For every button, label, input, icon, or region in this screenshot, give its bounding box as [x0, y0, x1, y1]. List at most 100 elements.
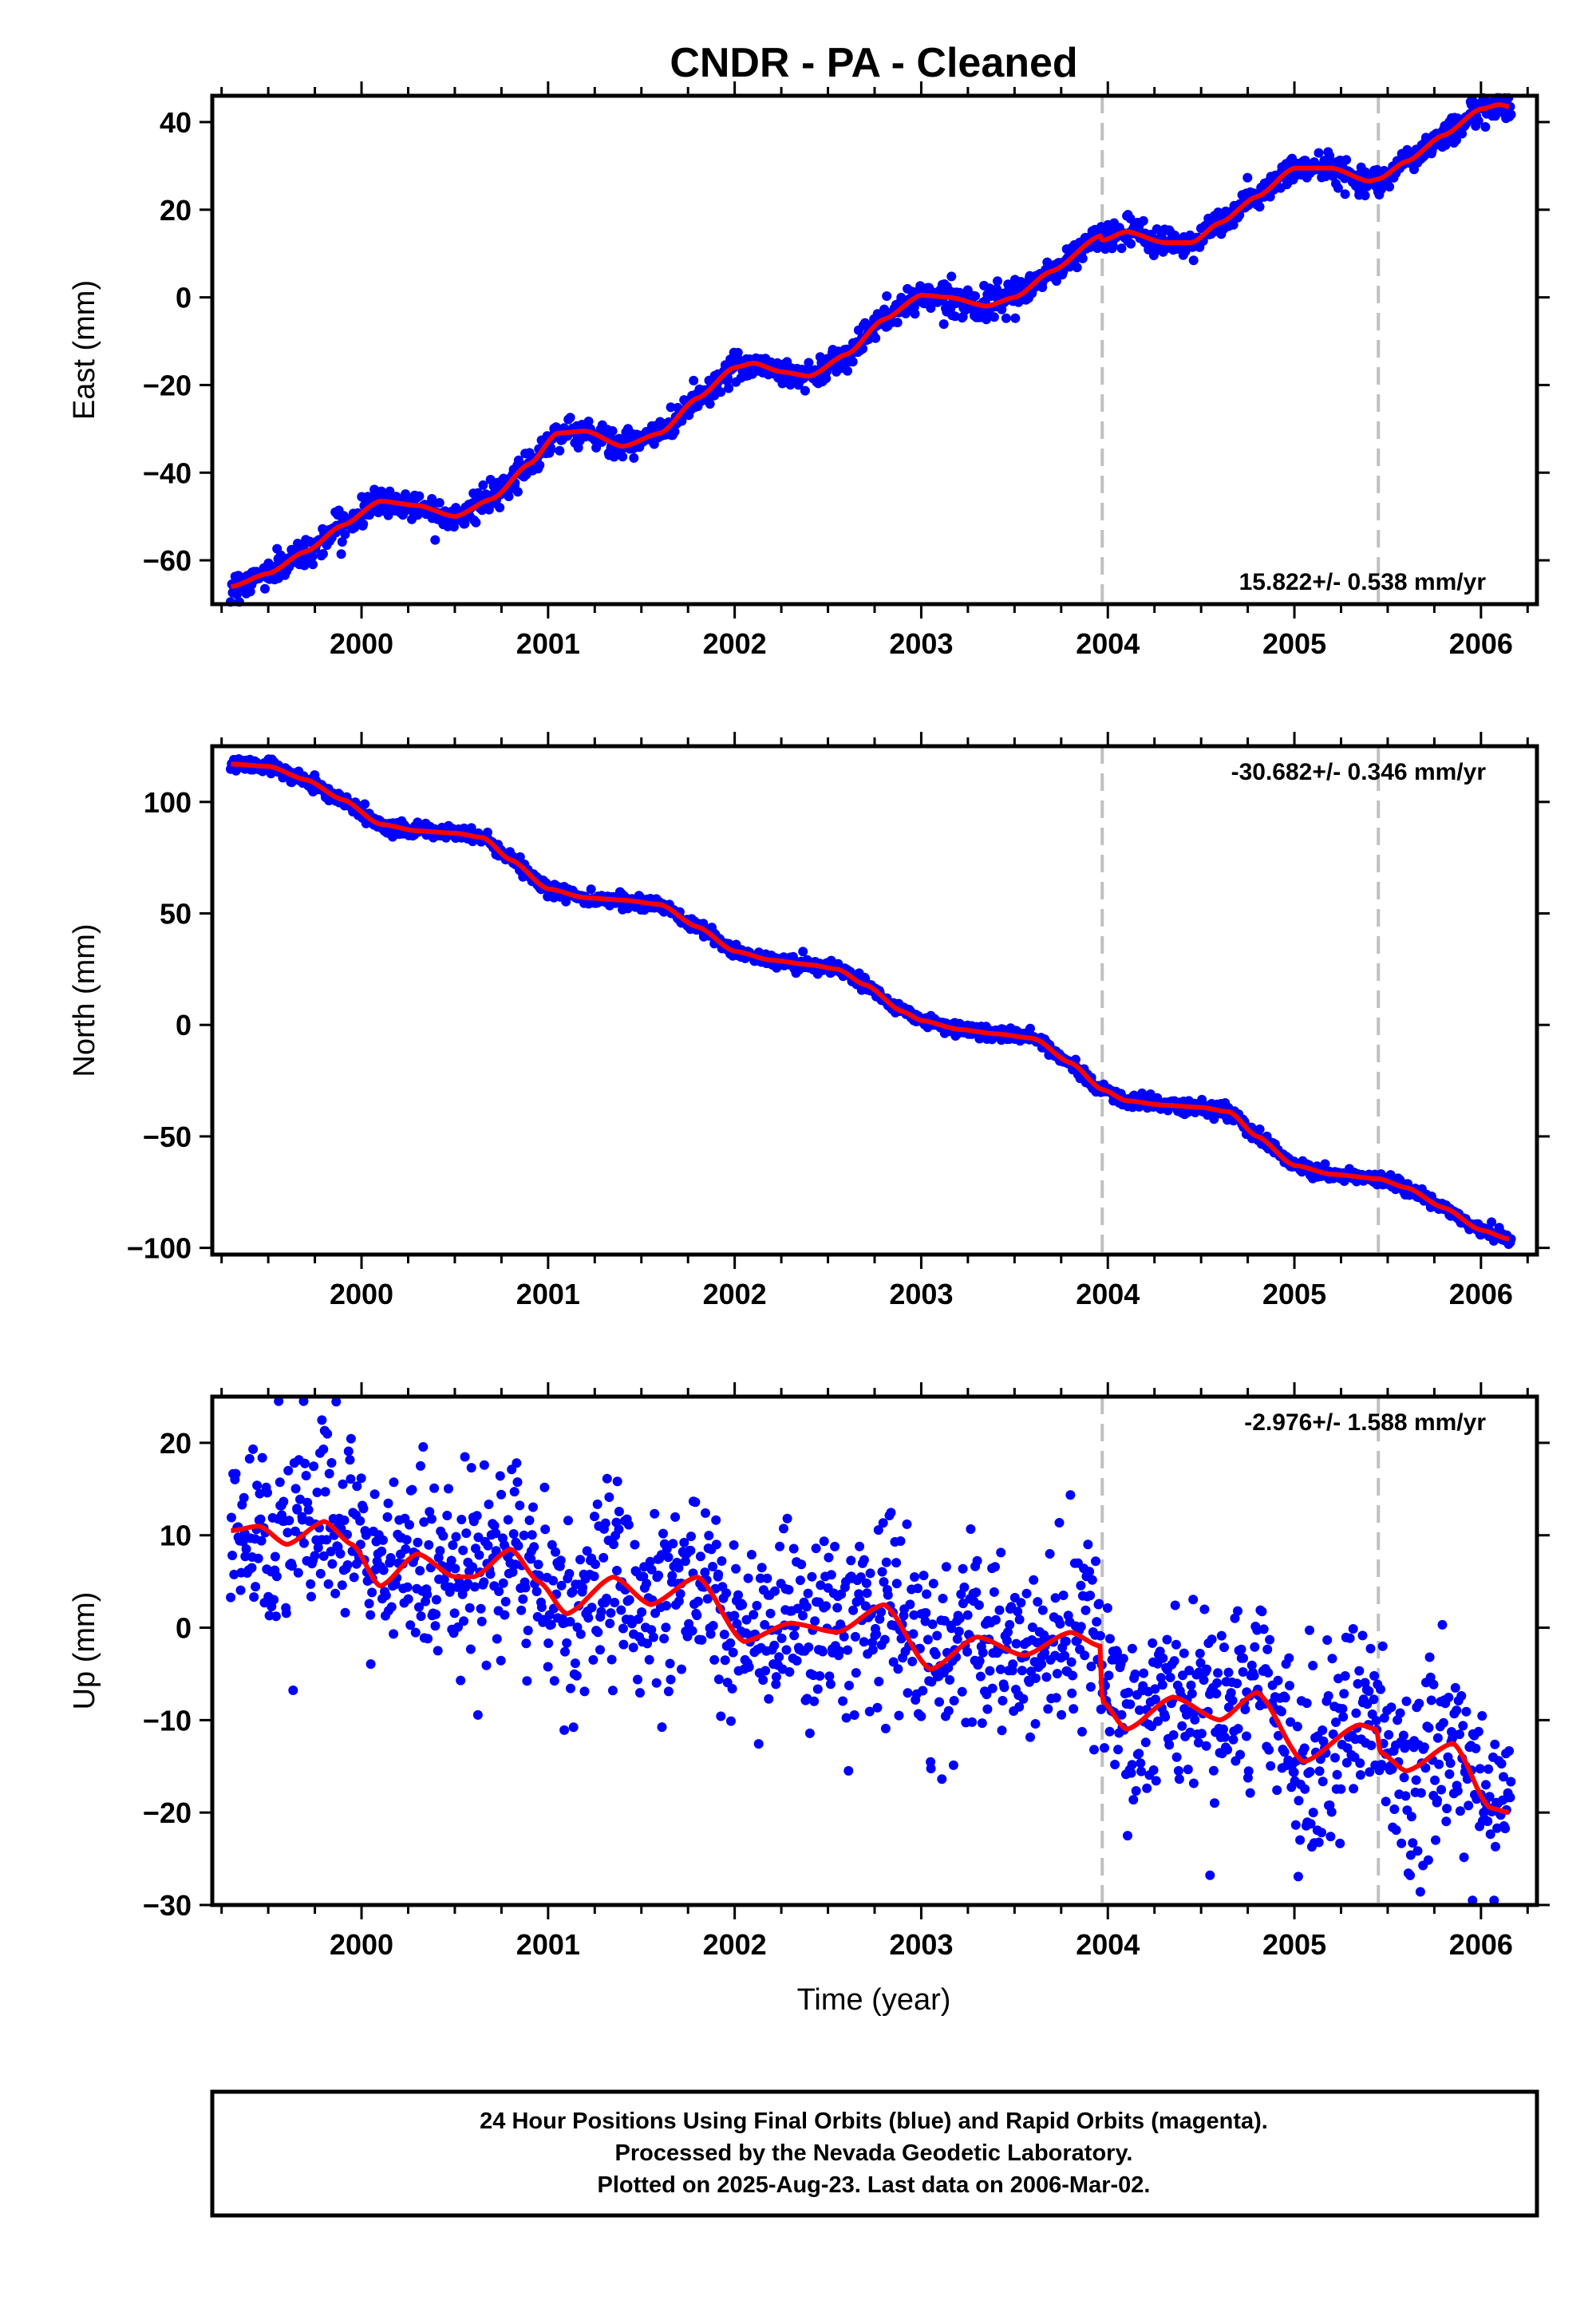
data-point — [879, 1577, 889, 1587]
y-tick-label: −60 — [143, 544, 192, 577]
data-point — [527, 1530, 537, 1540]
data-point — [1266, 1761, 1276, 1771]
data-point — [1061, 1636, 1071, 1646]
data-point — [862, 1588, 872, 1599]
data-point — [1124, 1687, 1134, 1697]
data-point — [588, 1654, 598, 1665]
data-point — [251, 1582, 261, 1592]
data-point — [1436, 1784, 1447, 1795]
data-point — [338, 1479, 348, 1489]
data-point — [555, 1555, 566, 1566]
data-point — [821, 1601, 832, 1611]
data-point — [515, 1500, 525, 1511]
data-point — [824, 1671, 835, 1682]
data-point — [300, 1458, 310, 1468]
data-point — [1123, 1831, 1132, 1841]
data-point — [461, 1528, 472, 1539]
data-point — [1128, 1795, 1139, 1805]
data-point — [516, 1605, 527, 1615]
data-point — [416, 1460, 425, 1471]
data-point — [337, 537, 347, 547]
data-point — [495, 1471, 505, 1481]
data-point — [378, 1535, 388, 1545]
data-point — [1168, 1730, 1179, 1740]
data-point — [1029, 1575, 1039, 1585]
data-point — [1314, 1837, 1324, 1848]
data-point — [758, 1675, 768, 1686]
data-point — [1246, 1660, 1257, 1670]
data-point — [675, 1589, 685, 1599]
data-point — [1391, 1825, 1401, 1836]
x-tick-label: 2006 — [1449, 1278, 1513, 1310]
data-point — [536, 1602, 547, 1612]
data-point — [646, 1564, 657, 1575]
data-point — [995, 1664, 1005, 1674]
data-point — [850, 1631, 860, 1642]
data-point — [711, 1539, 721, 1550]
data-point — [1125, 1699, 1136, 1709]
data-point — [1371, 1716, 1381, 1725]
data-point — [495, 503, 505, 512]
data-point — [1353, 1678, 1363, 1689]
data-point — [284, 1516, 294, 1526]
data-point — [240, 1551, 251, 1562]
data-point — [930, 1650, 941, 1660]
data-point — [1432, 1795, 1442, 1805]
data-point — [324, 1468, 334, 1479]
data-point — [1153, 1716, 1163, 1726]
data-point — [732, 1618, 742, 1629]
data-point — [1135, 1705, 1144, 1715]
data-point — [1008, 1659, 1018, 1670]
y-tick-label: 50 — [160, 898, 192, 931]
data-point — [1045, 1549, 1055, 1559]
data-point — [1455, 1806, 1465, 1816]
data-point — [503, 1515, 513, 1525]
data-point — [269, 1595, 279, 1605]
data-point — [1444, 1693, 1454, 1702]
up-model-curve — [231, 1519, 1510, 1816]
data-point — [1104, 1726, 1115, 1737]
data-point — [1369, 1694, 1379, 1705]
data-point — [1396, 1838, 1407, 1848]
data-point — [512, 487, 523, 497]
data-point — [1196, 1729, 1207, 1739]
data-point — [1089, 1745, 1099, 1755]
data-point — [226, 1592, 236, 1603]
data-point — [807, 1571, 817, 1582]
data-point — [971, 1587, 982, 1598]
data-point — [555, 445, 565, 456]
x-tick-label: 2005 — [1262, 1928, 1326, 1961]
data-point — [1219, 1732, 1230, 1742]
x-tick-label: 2000 — [330, 1928, 393, 1961]
data-point — [1202, 1664, 1212, 1674]
data-point — [705, 1629, 716, 1639]
data-point — [1481, 1780, 1491, 1790]
data-point — [818, 1646, 828, 1657]
data-point — [999, 1682, 1009, 1693]
data-point — [727, 1684, 737, 1694]
data-point — [583, 417, 594, 426]
data-point — [838, 1696, 848, 1706]
data-point — [1187, 1689, 1197, 1699]
data-point — [724, 383, 734, 393]
data-point — [1452, 1705, 1462, 1716]
data-point — [800, 385, 810, 396]
data-point — [481, 1660, 492, 1670]
data-point — [876, 1607, 887, 1617]
data-point — [564, 1568, 575, 1579]
data-point — [1366, 1741, 1377, 1750]
data-point — [549, 1676, 559, 1686]
data-point — [948, 1760, 958, 1770]
data-point — [1280, 1693, 1290, 1703]
data-point — [548, 1575, 559, 1586]
data-point — [1328, 1729, 1338, 1739]
data-point — [798, 1611, 808, 1621]
data-point — [865, 1568, 875, 1579]
data-point — [523, 1626, 533, 1635]
data-point — [529, 1542, 539, 1552]
x-tick-label: 2002 — [703, 1278, 767, 1310]
data-point — [1212, 1678, 1223, 1688]
data-point — [1205, 1870, 1215, 1880]
data-point — [575, 1555, 586, 1565]
